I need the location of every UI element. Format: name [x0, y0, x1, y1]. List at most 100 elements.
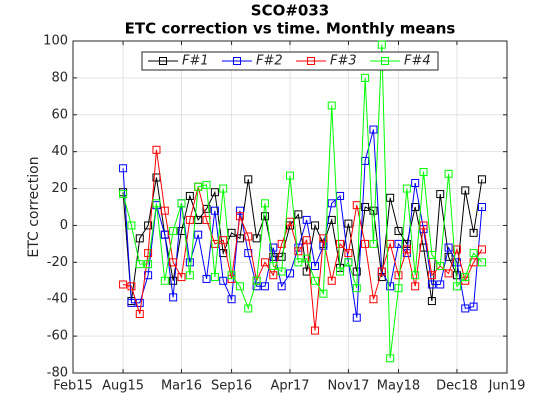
marker: [244, 175, 253, 184]
marker: [344, 258, 353, 267]
marker: [311, 276, 320, 285]
marker: [444, 269, 453, 278]
marker: [169, 226, 178, 235]
marker: [277, 239, 286, 248]
marker: [227, 295, 236, 304]
y-tick-label: -80: [47, 366, 68, 381]
marker: [294, 210, 303, 219]
marker: [160, 206, 169, 215]
marker: [469, 249, 478, 258]
marker: [177, 273, 186, 282]
y-axis-label: ETC correction: [26, 156, 42, 257]
marker: [169, 293, 178, 302]
legend-label: F#2: [256, 54, 283, 69]
marker: [194, 182, 203, 191]
marker: [219, 184, 228, 193]
marker: [135, 234, 144, 243]
marker: [144, 221, 153, 230]
marker: [210, 273, 219, 282]
marker: [452, 245, 461, 254]
marker: [152, 145, 161, 154]
marker: [177, 199, 186, 208]
x-tick-label: May18: [377, 379, 420, 394]
marker: [277, 267, 286, 276]
marker: [386, 354, 395, 363]
marker: [461, 273, 470, 282]
marker: [227, 271, 236, 280]
marker: [302, 267, 311, 276]
marker: [461, 186, 470, 195]
chart-subtitle: ETC correction vs time. Monthly means: [125, 20, 456, 38]
y-tick-label: 100: [43, 34, 68, 49]
marker: [269, 271, 278, 280]
marker: [311, 326, 320, 335]
marker: [427, 297, 436, 306]
marker: [260, 282, 269, 291]
marker: [294, 258, 303, 267]
y-tick-label: -20: [47, 255, 68, 270]
marker: [436, 262, 445, 271]
marker: [135, 309, 144, 318]
plot-frame: [72, 40, 508, 374]
marker: [244, 232, 253, 241]
marker: [427, 280, 436, 289]
marker: [302, 215, 311, 224]
marker: [419, 221, 428, 230]
marker: [427, 250, 436, 259]
marker: [260, 258, 269, 267]
legend-label: F#1: [182, 54, 209, 69]
marker: [394, 271, 403, 280]
marker: [344, 219, 353, 228]
marker: [294, 247, 303, 256]
marker: [469, 228, 478, 237]
marker: [227, 228, 236, 237]
marker: [202, 274, 211, 283]
marker: [286, 269, 294, 278]
marker: [235, 206, 244, 215]
marker: [361, 239, 370, 248]
marker: [352, 284, 361, 293]
marker: [369, 125, 378, 134]
marker: [260, 199, 269, 208]
marker: [235, 234, 244, 243]
marker: [185, 191, 194, 200]
marker: [319, 234, 328, 243]
x-tick-label: Sep16: [211, 379, 252, 394]
marker: [202, 180, 211, 189]
legend-label: F#4: [404, 54, 431, 69]
marker: [369, 206, 378, 215]
marker: [361, 203, 370, 211]
legend-marker: [381, 57, 389, 65]
marker: [144, 249, 153, 258]
marker: [127, 282, 136, 291]
marker: [319, 289, 328, 298]
marker: [352, 267, 361, 276]
series-line: [122, 149, 483, 331]
x-tick-label: Aug15: [102, 379, 144, 394]
marker: [135, 260, 144, 269]
marker: [127, 298, 136, 307]
x-tick-label: Mar16: [161, 379, 202, 394]
y-tick-label: -40: [47, 292, 68, 307]
y-tick-label: 40: [51, 144, 68, 159]
marker: [119, 280, 128, 289]
marker: [402, 239, 411, 248]
marker: [252, 234, 261, 243]
legend-label: F#3: [330, 54, 357, 69]
marker: [219, 236, 228, 245]
marker: [277, 282, 286, 291]
marker: [369, 295, 378, 304]
marker: [394, 226, 403, 235]
y-tick-label: 60: [51, 107, 68, 122]
marker: [477, 175, 486, 184]
marker: [185, 271, 194, 280]
marker: [210, 188, 219, 197]
marker: [194, 230, 203, 239]
marker: [327, 276, 336, 285]
marker: [411, 179, 420, 188]
marker: [302, 236, 311, 245]
legend-marker: [307, 57, 315, 65]
marker: [377, 267, 386, 276]
